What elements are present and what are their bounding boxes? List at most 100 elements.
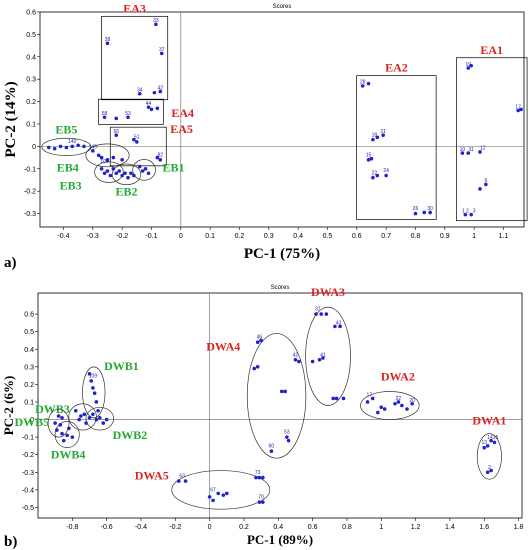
data-point-dwb4 — [60, 431, 64, 436]
group-ellipse-dwb5 — [47, 408, 70, 438]
x-tick-label: 1.4 — [445, 524, 455, 531]
data-point-ea3 — [137, 91, 142, 96]
data-point-dwa3 — [310, 359, 315, 364]
point-label-dwa2: 22 — [396, 396, 402, 402]
x-tick-label: 1.6 — [479, 524, 489, 531]
data-point-eb2 — [129, 171, 133, 176]
y-tick-label: 0.1 — [26, 121, 36, 128]
data-point-ea4 — [102, 115, 107, 120]
data-point-dwa4 — [283, 389, 287, 394]
data-point-ea3 — [154, 22, 158, 27]
group-ellipse-eb2 — [111, 163, 142, 186]
data-point-dwa4 — [279, 389, 284, 394]
group-label-dwa1: DWA1 — [472, 414, 506, 428]
data-point-dwb1 — [89, 379, 94, 383]
y-tick-label: -0.1 — [24, 166, 36, 173]
data-point-dwa5 — [261, 500, 265, 504]
point-label-ea2: 15 — [366, 152, 372, 158]
y-tick-label: 0.5 — [24, 329, 34, 336]
point-label-ea2: 24 — [383, 168, 389, 174]
y-tick-label: 0.4 — [24, 347, 34, 354]
data-point-ea2 — [369, 156, 374, 161]
group-ellipse-dwa1 — [476, 433, 502, 480]
group-ellipse-dwa3 — [305, 306, 351, 406]
data-point-eb4 — [99, 155, 104, 160]
data-point-dwb5 — [56, 414, 61, 418]
data-point-eb1 — [143, 166, 148, 171]
group-ellipse-eb3 — [94, 161, 124, 183]
data-point-eb3 — [105, 169, 110, 173]
y-tick-label: -0.4 — [22, 487, 34, 494]
data-point-eb5 — [70, 144, 75, 149]
point-label-dwa1: 13 — [481, 440, 487, 446]
data-point-dwb3 — [82, 412, 87, 417]
point-label-dwa3: 43 — [336, 321, 342, 327]
data-point-eb5 — [82, 144, 86, 149]
group-ellipse-dwa5 — [171, 470, 271, 510]
data-point-dwa5 — [224, 491, 229, 496]
data-point-dwa2 — [410, 401, 414, 406]
data-point-ea2 — [375, 173, 380, 178]
data-point-dwa2 — [400, 403, 404, 408]
data-point-eb3 — [108, 173, 113, 178]
data-point-dwb2 — [101, 421, 106, 425]
data-point-eb4 — [91, 149, 95, 153]
data-point-ea5 — [132, 137, 136, 142]
point-label-ea3: 34 — [137, 88, 143, 94]
data-point-ea3 — [152, 90, 157, 95]
x-tick-label: -0.2 — [116, 233, 128, 240]
data-point-eb2 — [126, 175, 130, 180]
y-tick-label: 0.4 — [26, 54, 36, 61]
data-point-dwa5 — [257, 475, 262, 480]
x-tick-label: 0.6 — [308, 524, 318, 531]
x-tick-label: 0.7 — [381, 233, 391, 240]
data-point-dwb5 — [55, 428, 59, 432]
x-tick-label: -0.4 — [57, 233, 69, 240]
data-point-dwa4 — [285, 435, 289, 439]
data-point-dwa2 — [365, 400, 370, 404]
data-point-dwa2 — [405, 407, 409, 411]
group-box-ea4 — [98, 98, 164, 125]
data-point-dwb5 — [58, 423, 63, 427]
data-point-dwb4 — [61, 438, 66, 443]
data-point-ea2 — [371, 175, 375, 180]
data-point-ea5 — [135, 140, 139, 144]
data-point-eb2 — [123, 171, 127, 176]
data-point-dwb1 — [96, 408, 100, 413]
data-point-dwa3 — [334, 396, 339, 401]
point-label-ea1: 12 — [480, 146, 486, 152]
point-label-dwa4: 46 — [257, 335, 263, 341]
y-tick-label: 0.2 — [26, 99, 36, 106]
data-point-dwb1 — [91, 386, 95, 390]
data-point-eb5 — [76, 143, 80, 148]
data-point-dwa2 — [396, 400, 401, 404]
y-tick-label: 0.5 — [26, 32, 36, 39]
data-point-eb5 — [52, 146, 57, 151]
data-point-eb1 — [146, 171, 151, 176]
data-point-ea2 — [366, 158, 371, 162]
data-point-dwb5 — [60, 416, 64, 420]
data-point-ea3 — [158, 89, 163, 94]
x-tick-label: 1.2 — [411, 524, 421, 531]
data-point-dwa4 — [286, 438, 291, 443]
data-point-eb5 — [58, 144, 63, 149]
data-point-dwa2 — [393, 401, 397, 406]
data-point-dwa5 — [261, 475, 265, 480]
data-point-dwa4 — [269, 449, 274, 454]
group-ellipse-dwb3 — [68, 403, 97, 431]
point-label-ea5: 51 — [134, 135, 140, 141]
data-point-ea1 — [460, 151, 465, 155]
data-point-dwa4 — [252, 366, 257, 371]
point-label-dwa5: 73 — [255, 470, 261, 476]
panel-label: a) — [4, 255, 17, 271]
point-label-eb3: 105 — [100, 159, 109, 165]
x-tick-label: 1 — [472, 233, 476, 240]
data-point-ea2 — [413, 211, 418, 216]
data-point-ea2 — [360, 84, 365, 88]
group-label-ea4: EA4 — [171, 106, 194, 120]
data-point-ea4 — [155, 106, 160, 111]
group-label-dwb5: DWB5 — [14, 415, 49, 429]
x-tick-label: 1 — [379, 524, 383, 531]
x-tick-label: -0.4 — [135, 524, 147, 531]
